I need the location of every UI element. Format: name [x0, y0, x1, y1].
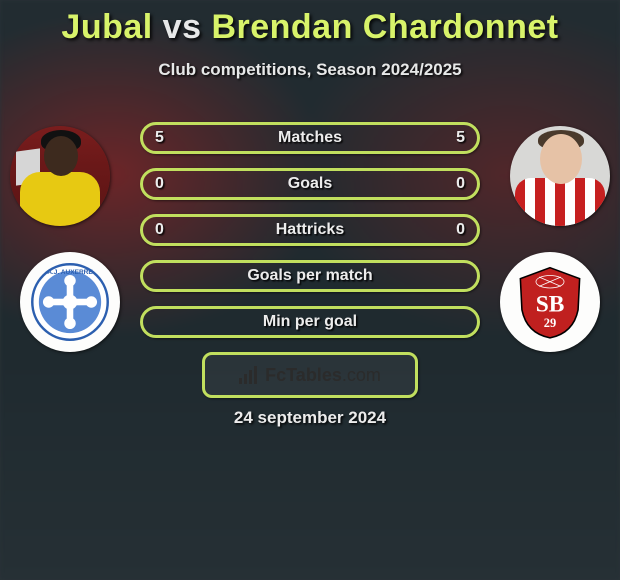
player1-portrait	[10, 126, 110, 226]
stat-row-hattricks: 0 Hattricks 0	[140, 214, 480, 246]
stat-label: Goals per match	[247, 267, 372, 285]
player2-club-crest: SB 29	[500, 252, 600, 352]
auxerre-crest-icon: A.J. AUXERRE	[29, 261, 111, 343]
player2-silhouette	[510, 126, 610, 226]
bars-icon	[239, 366, 259, 384]
stat-label: Min per goal	[263, 313, 357, 331]
fctables-branding: FcTables.com	[202, 352, 418, 398]
stat-left-value: 5	[155, 125, 164, 151]
sb29-crest-icon: SB 29	[511, 263, 589, 341]
player2-name: Brendan Chardonnet	[211, 8, 558, 46]
vs-label: vs	[163, 8, 202, 46]
svg-text:A.J. AUXERRE: A.J. AUXERRE	[47, 269, 93, 276]
branding-label: FcTables	[265, 365, 342, 385]
crest-29-text: 29	[544, 316, 556, 330]
player1-club-crest: A.J. AUXERRE	[20, 252, 120, 352]
player1-name: Jubal	[61, 8, 152, 46]
branding-text: FcTables.com	[265, 365, 381, 386]
player1-silhouette	[10, 126, 110, 226]
stat-right-value: 5	[456, 125, 465, 151]
stat-left-value: 0	[155, 171, 164, 197]
stat-label: Matches	[278, 129, 342, 147]
crest-sb-text: SB	[536, 291, 565, 317]
stat-row-matches: 5 Matches 5	[140, 122, 480, 154]
stat-label: Hattricks	[276, 221, 344, 239]
branding-domain: .com	[342, 365, 381, 385]
stat-right-value: 0	[456, 171, 465, 197]
stat-row-min-per-goal: Min per goal	[140, 306, 480, 338]
subtitle: Club competitions, Season 2024/2025	[0, 60, 620, 80]
stat-rows: 5 Matches 5 0 Goals 0 0 Hattricks 0 Goal…	[140, 122, 480, 352]
date-label: 24 september 2024	[0, 408, 620, 428]
stat-left-value: 0	[155, 217, 164, 243]
infographic-stage: Jubal vs Brendan Chardonnet Club competi…	[0, 0, 620, 448]
stat-row-goals: 0 Goals 0	[140, 168, 480, 200]
stat-row-goals-per-match: Goals per match	[140, 260, 480, 292]
player2-portrait	[510, 126, 610, 226]
page-title: Jubal vs Brendan Chardonnet	[0, 8, 620, 47]
stat-label: Goals	[288, 175, 332, 193]
stat-right-value: 0	[456, 217, 465, 243]
